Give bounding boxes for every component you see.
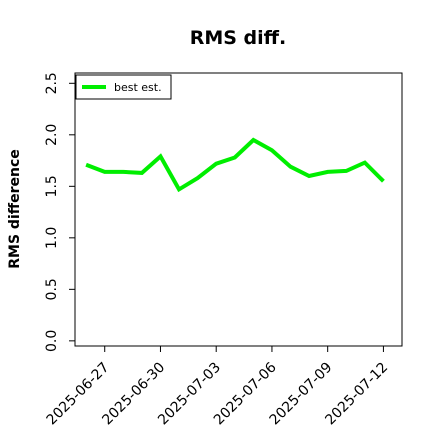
y-axis: 0.0 0.5 1.0 1.5 2.0 2.5 xyxy=(44,72,75,352)
y-tick-label: 1.0 xyxy=(44,227,60,249)
y-axis-label: RMS difference xyxy=(7,149,23,269)
y-tick-label: 1.5 xyxy=(44,175,60,197)
series-line-best-est xyxy=(85,137,385,193)
y-tick-label: 2.0 xyxy=(44,124,60,146)
y-tick-label: 2.5 xyxy=(44,72,60,94)
legend-label-best-est: best est. xyxy=(114,81,162,94)
legend: best est. xyxy=(75,74,172,100)
y-tick-label: 0.5 xyxy=(44,278,60,300)
series-layer xyxy=(85,137,385,193)
plot-frame xyxy=(74,72,403,347)
x-axis: 2025-06-272025-06-302025-07-032025-07-06… xyxy=(44,346,391,428)
chart-title: RMS diff. xyxy=(190,27,287,49)
y-tick-label: 0.0 xyxy=(44,330,60,352)
